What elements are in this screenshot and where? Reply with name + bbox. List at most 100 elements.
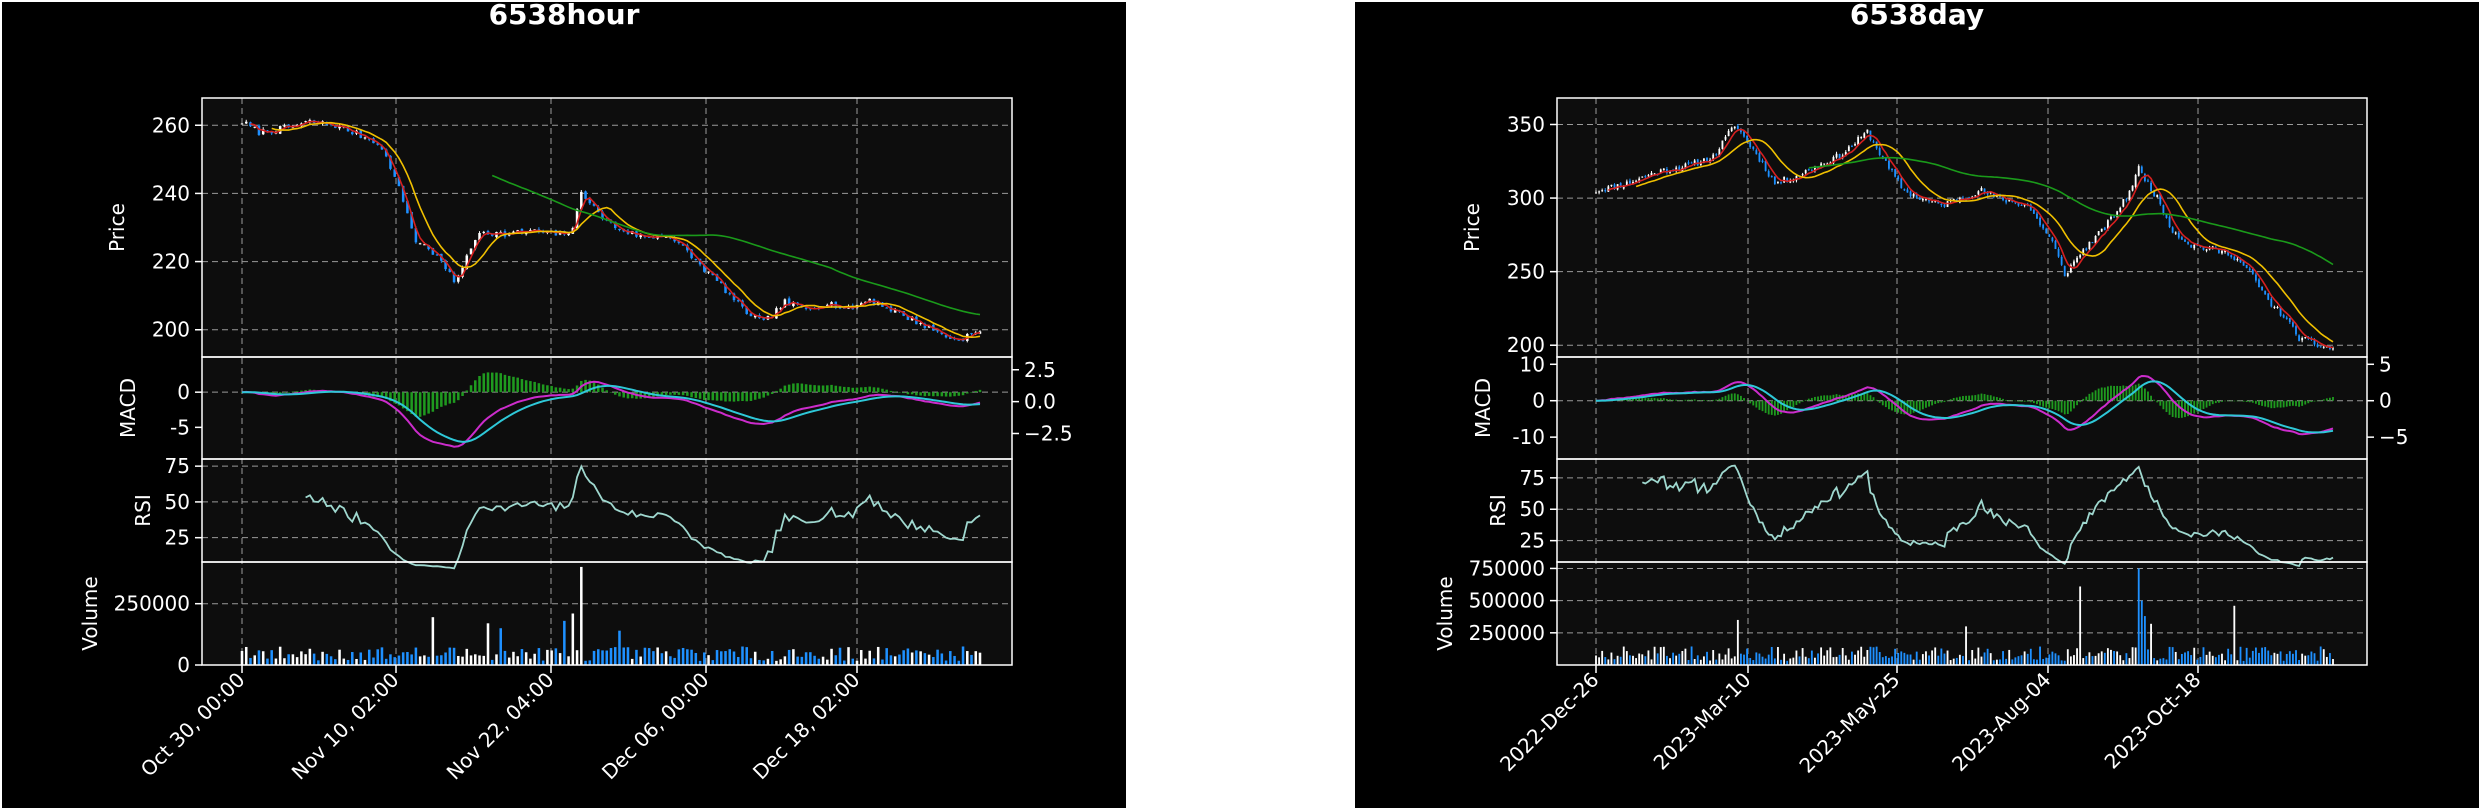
volume-bar <box>936 649 939 665</box>
macd-histogram-bar <box>804 384 808 393</box>
volume-bar <box>940 653 944 665</box>
chart-6538day: 6538day350300250200100-1050−575502575000… <box>1433 2 2408 778</box>
candle-body <box>431 248 435 255</box>
candle-body <box>1832 157 1835 164</box>
candle-body <box>694 259 698 261</box>
candle-body <box>1607 186 1610 192</box>
macd-histogram-bar <box>1795 400 1798 405</box>
macd-histogram-bar <box>2273 400 2276 409</box>
x-tick-label: Oct 30, 00:00 <box>136 668 250 782</box>
volume-bar <box>1761 656 1764 665</box>
candle-body <box>1706 157 1708 163</box>
macd-histogram-bar <box>2156 400 2159 403</box>
candle-body <box>1986 191 1989 195</box>
macd-histogram-bar <box>2036 400 2038 405</box>
candle-body <box>1632 181 1634 185</box>
candle-body <box>664 236 668 238</box>
candle-body <box>1925 199 1927 201</box>
macd-histogram-bar <box>681 392 685 396</box>
candle-body <box>2187 242 2189 244</box>
volume-bar <box>1958 654 1961 665</box>
macd-histogram-bar <box>2103 387 2106 401</box>
rsi-tick-label: 75 <box>165 454 190 478</box>
volume-bar <box>1610 652 1613 665</box>
volume-bar <box>520 649 524 665</box>
volume-bar <box>541 660 545 665</box>
macd-histogram-bar <box>2073 400 2075 409</box>
x-tick-label: Nov 22, 04:00 <box>442 668 559 785</box>
candle-body <box>2254 274 2257 281</box>
candle-body <box>2285 317 2288 319</box>
x-tick-label: 2023-May-25 <box>1794 668 1904 778</box>
macd-histogram-bar <box>423 392 426 416</box>
macd-histogram-bar <box>2076 400 2078 406</box>
macd-right-tick-label: −5 <box>2379 425 2408 449</box>
rsi-line <box>305 464 981 570</box>
volume-bar <box>490 659 494 665</box>
candle-body <box>351 132 354 135</box>
macd-histogram-bar <box>626 392 630 399</box>
volume-bar <box>1962 655 1964 665</box>
volume-bar <box>444 652 447 665</box>
macd-histogram-bar <box>2011 400 2014 402</box>
candle-body <box>1909 191 1912 197</box>
volume-bar <box>724 651 727 665</box>
volume-bar <box>626 647 630 665</box>
macd-histogram-bar <box>414 392 418 417</box>
volume-bar <box>486 623 490 665</box>
volume-bar <box>2273 652 2276 665</box>
macd-histogram-bar <box>1968 395 1971 401</box>
candle-body <box>2322 346 2325 348</box>
candle-body <box>2073 261 2075 266</box>
macd-histogram-bar <box>647 392 651 398</box>
volume-bar <box>2301 653 2304 665</box>
macd-histogram-bar <box>1878 400 1881 403</box>
macd-histogram-bar <box>537 383 541 393</box>
candle-body <box>1844 152 1847 155</box>
macd-histogram-bar <box>953 392 956 397</box>
volume-bar <box>1888 657 1890 665</box>
macd-histogram-bar <box>507 375 511 393</box>
volume-bar <box>2236 660 2239 665</box>
macd-histogram-bar <box>1715 399 1718 401</box>
volume-bar <box>2057 655 2060 665</box>
candle-body <box>1687 162 1690 164</box>
volume-tick-label: 250000 <box>114 592 190 616</box>
macd-tick-label: -5 <box>170 415 190 439</box>
macd-histogram-bar <box>376 392 379 397</box>
volume-bar <box>261 651 265 665</box>
candle-body <box>1780 182 1782 184</box>
volume-bar <box>2171 647 2174 665</box>
candle-body <box>592 203 596 206</box>
macd-histogram-bar <box>2227 400 2230 402</box>
price-tick-label: 200 <box>1507 333 1545 357</box>
macd-panel-bg <box>202 357 1012 459</box>
macd-histogram-bar <box>2310 400 2313 403</box>
volume-bar <box>2159 658 2162 665</box>
macd-histogram-bar <box>2177 400 2180 419</box>
candle-body <box>1866 129 1869 133</box>
macd-histogram-bar <box>2060 400 2063 413</box>
volume-bar <box>1777 647 1779 665</box>
candle-body <box>1854 144 1856 146</box>
candle-body <box>2066 273 2069 277</box>
candle-body <box>677 240 681 243</box>
macd-histogram-bar <box>872 387 876 393</box>
candle-body <box>728 293 732 295</box>
volume-bar <box>2332 659 2334 665</box>
macd-histogram-bar <box>851 387 855 393</box>
volume-bar <box>1656 653 1659 665</box>
macd-histogram-bar <box>2214 400 2217 404</box>
candle-body <box>2227 251 2230 256</box>
macd-histogram-bar <box>1974 395 1977 401</box>
macd-histogram-bar <box>864 387 867 393</box>
candle-body <box>838 307 842 309</box>
candle-body <box>1863 133 1866 138</box>
macd-histogram-bar <box>2017 400 2020 402</box>
macd-histogram-bar <box>1675 399 1678 401</box>
candle-body <box>2248 268 2251 270</box>
candle-body <box>2153 191 2156 197</box>
candle-body <box>2045 228 2048 234</box>
volume-bar <box>507 657 511 665</box>
candle-body <box>253 126 256 128</box>
